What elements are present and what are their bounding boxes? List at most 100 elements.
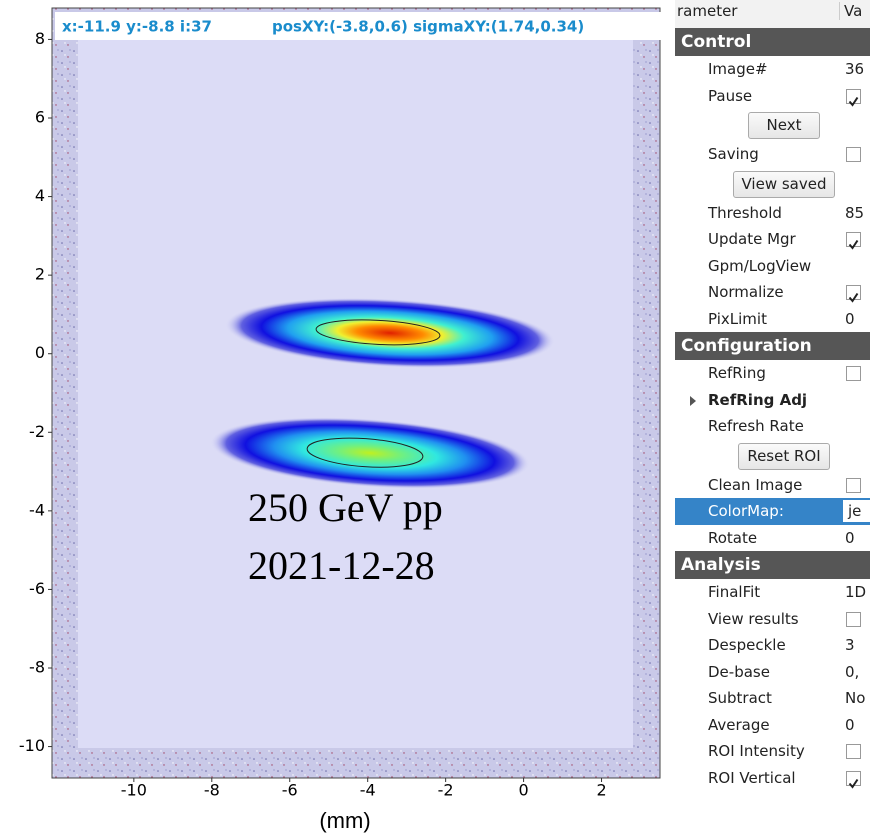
info-bar [55, 12, 665, 40]
property-row: Update Mgr [675, 226, 870, 253]
property-label: De-base [708, 662, 770, 681]
property-label: ROI Intensity [708, 742, 805, 760]
button-row: View saved [675, 168, 870, 200]
y-tick-label: -4 [29, 500, 45, 519]
annotation: 250 GeV pp [248, 485, 443, 530]
parameter-panel: rameter Va Control Image# 36 Pause Next Saving V… [675, 0, 870, 797]
checkbox[interactable] [846, 744, 861, 759]
property-row: Subtract No [675, 685, 870, 712]
property-value: No [845, 689, 866, 707]
property-label: ColorMap: [708, 502, 784, 520]
property-value: 36 [845, 60, 865, 78]
property-label: RefRing Adj [708, 390, 808, 409]
y-tick-label: -8 [29, 658, 45, 677]
y-tick-label: 4 [35, 186, 45, 205]
header-cell: Va [839, 2, 862, 20]
section-title: Configuration [681, 336, 812, 356]
property-row: Clean Image [675, 472, 870, 499]
y-tick-label: 0 [35, 343, 45, 362]
property-value: 0 [845, 715, 855, 734]
section-header: Control [675, 28, 870, 56]
header-cell: rameter [677, 2, 738, 20]
check-mark [848, 96, 859, 107]
cursor-info: x:-11.9 y:-8.8 i:37 [62, 18, 212, 36]
property-value: 0 [845, 528, 855, 547]
property-label: Clean Image [708, 475, 803, 494]
property-label: Pause [708, 86, 753, 105]
fit-info: posXY:(-3.8,0.6) sigmaXY:(1.74,0.34) [272, 18, 584, 36]
beam-spot-1 [225, 297, 555, 369]
y-tick-label: -2 [29, 422, 45, 441]
property-row: Pause [675, 83, 870, 110]
property-row: ROI Intensity [675, 738, 870, 765]
button-row: Reset ROI [675, 440, 870, 472]
checkbox[interactable] [846, 232, 861, 250]
property-row: ROI Vertical [675, 765, 870, 792]
property-value: 0 [845, 309, 855, 328]
property-row: Average 0 [675, 712, 870, 739]
property-label: Subtract [708, 689, 772, 707]
y-tick-label: -10 [19, 736, 45, 755]
property-value: je [848, 502, 862, 520]
checkbox[interactable] [846, 611, 861, 627]
plot: x:-11.9 y:-8.8 i:37 posXY:(-3.8,0.6) sig… [18, 7, 665, 833]
y-tick-label: 8 [35, 29, 45, 48]
x-tick-label: 0 [518, 781, 528, 800]
x-tick-label: -8 [204, 781, 220, 800]
check-mark [848, 778, 859, 789]
property-label: FinalFit [708, 583, 761, 601]
property-row: De-base 0, [675, 659, 870, 686]
check-mark [848, 239, 859, 250]
property-label: Normalize [708, 283, 784, 301]
property-value: 1D [845, 583, 867, 601]
section-header: Configuration [675, 332, 870, 360]
property-label: RefRing [708, 364, 766, 382]
check-mark [848, 292, 859, 303]
button[interactable]: Reset ROI [738, 442, 830, 470]
checkbox[interactable] [846, 147, 861, 162]
property-label: Threshold [708, 203, 782, 222]
y-tick-label: 6 [35, 108, 45, 127]
property-label: Average [708, 715, 770, 734]
expander[interactable] [689, 395, 697, 406]
property-row: Despeckle 3 [675, 632, 870, 659]
checkbox[interactable] [846, 770, 861, 789]
fit-ellipse-2 [306, 437, 424, 468]
section-title: Control [681, 32, 752, 52]
x-tick-label: -10 [121, 781, 147, 800]
fit-ellipse-1 [315, 319, 441, 346]
property-label: Gpm/LogView [708, 256, 812, 275]
button[interactable]: Next [748, 112, 820, 139]
x-tick-label: -6 [282, 781, 298, 800]
checkbox[interactable] [846, 285, 861, 303]
property-row: PixLimit 0 [675, 306, 870, 333]
checkbox[interactable] [846, 477, 861, 493]
x-tick-label: -4 [360, 781, 376, 800]
property-label: Refresh Rate [708, 417, 804, 435]
property-row[interactable]: ColorMap: je [675, 498, 870, 525]
property-row: RefRing Adj [675, 387, 870, 414]
property-label: Image# [708, 60, 768, 78]
property-value: 85 [845, 203, 865, 222]
x-axis-label: (mm) [319, 808, 370, 833]
property-value: 3 [845, 636, 855, 654]
property-row: Saving [675, 141, 870, 168]
property-label: Despeckle [708, 636, 786, 654]
annotation: 2021-12-28 [248, 543, 435, 588]
x-tick-label: -2 [438, 781, 454, 800]
checkbox[interactable] [846, 88, 861, 107]
property-row: Normalize [675, 279, 870, 306]
checkbox[interactable] [846, 366, 861, 381]
property-row: Image# 36 [675, 56, 870, 83]
property-label: View results [708, 609, 799, 628]
button-row: Next [675, 109, 870, 141]
value-cell [843, 500, 870, 522]
property-row: Refresh Rate [675, 413, 870, 440]
y-tick-label: -6 [29, 579, 45, 598]
button[interactable]: View saved [733, 170, 835, 198]
property-row: Gpm/LogView [675, 253, 870, 280]
section-header: Analysis [675, 551, 870, 579]
property-row: FinalFit 1D [675, 579, 870, 606]
y-tick-label: 2 [35, 265, 45, 284]
